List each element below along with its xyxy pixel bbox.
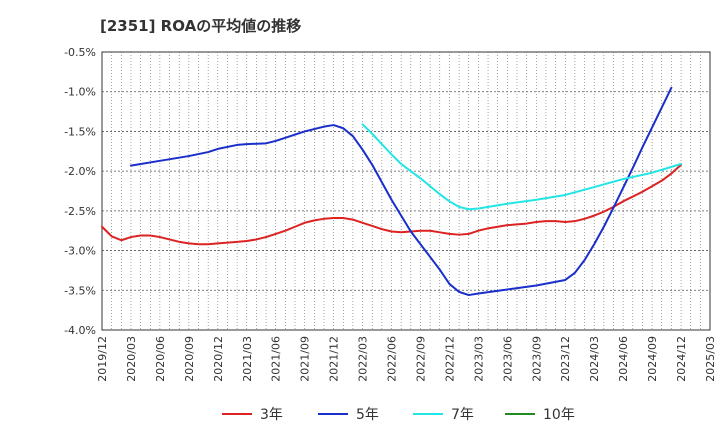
y-tick-label: -3.0% xyxy=(64,245,96,258)
y-tick-label: -0.5% xyxy=(64,46,96,59)
x-tick-label: 2024/06 xyxy=(617,336,630,382)
legend-label: 5年 xyxy=(356,407,379,423)
x-tick-label: 2024/03 xyxy=(588,336,601,382)
series-line-3 xyxy=(361,123,683,211)
y-tick-label: -1.0% xyxy=(64,86,96,99)
legend-label: 7年 xyxy=(451,407,474,423)
x-tick-label: 2025/03 xyxy=(704,336,717,382)
x-tick-label: 2023/03 xyxy=(472,336,485,382)
x-tick-label: 2021/06 xyxy=(270,336,283,382)
x-tick-label: 2020/06 xyxy=(154,336,167,382)
line-chart: -0.5% -1.0% -1.5% -2.0% -2.5% -3.0% -3.5% -4.0%… xyxy=(64,46,717,382)
legend-swatch xyxy=(222,413,252,415)
legend-label: 3年 xyxy=(260,407,283,423)
y-tick-label: -2.0% xyxy=(64,165,96,178)
x-tick-label: 2022/12 xyxy=(443,336,456,382)
legend-label: 10年 xyxy=(543,407,575,423)
series-line-1 xyxy=(101,163,683,246)
y-tick-label: -4.0% xyxy=(64,324,96,337)
x-tick-label: 2023/09 xyxy=(530,336,543,382)
x-tick-label: 2019/12 xyxy=(96,336,109,382)
plot-area xyxy=(101,51,711,331)
x-tick-label: 2021/09 xyxy=(299,336,312,382)
x-tick-label: 2020/09 xyxy=(183,336,196,382)
legend-swatch xyxy=(318,413,348,415)
y-tick-label: -2.5% xyxy=(64,205,96,218)
x-tick-label: 2024/09 xyxy=(646,336,659,382)
legend-item: 10年 xyxy=(505,400,575,428)
x-tick-label: 2023/12 xyxy=(559,336,572,382)
x-tick-label: 2021/03 xyxy=(241,336,254,382)
x-tick-label: 2022/06 xyxy=(386,336,399,382)
y-tick-label: -1.5% xyxy=(64,125,96,138)
legend-item: 7年 xyxy=(413,400,474,428)
legend-swatch xyxy=(413,413,443,415)
x-tick-label: 2022/09 xyxy=(414,336,427,382)
series-line-2 xyxy=(129,86,673,297)
y-tick-label: -3.5% xyxy=(64,284,96,297)
legend-swatch xyxy=(505,413,535,415)
x-tick-label: 2023/06 xyxy=(501,336,514,382)
x-tick-label: 2021/12 xyxy=(328,336,341,382)
x-tick-label: 2020/12 xyxy=(212,336,225,382)
legend-item: 5年 xyxy=(318,400,379,428)
legend-item: 3年 xyxy=(222,400,283,428)
chart-legend: 3年 5年 7年 10年 xyxy=(0,400,720,428)
x-tick-label: 2024/12 xyxy=(675,336,688,382)
x-tick-label: 2020/03 xyxy=(125,336,138,382)
chart-title: [2351] ROAの平均値の推移 xyxy=(100,17,302,35)
x-tick-label: 2022/03 xyxy=(357,336,370,382)
